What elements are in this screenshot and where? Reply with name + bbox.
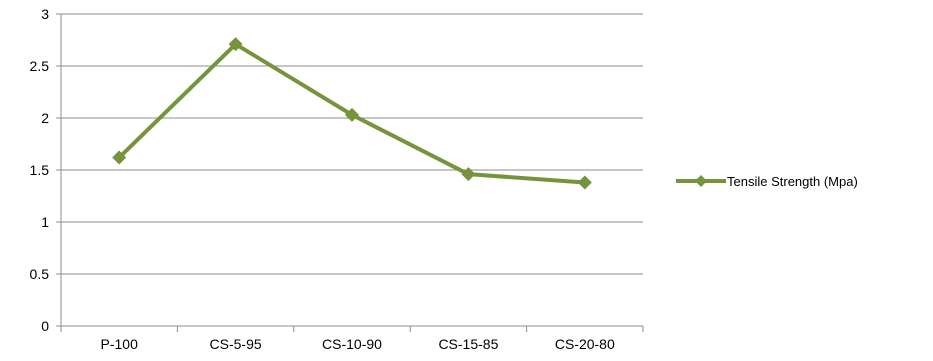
y-tick-labels: 0 0.5 1 1.5 2 2.5 3 [30,6,50,334]
data-point-cs-15-85 [461,167,476,182]
x-tick-label: CS-15-85 [438,336,498,352]
y-tick-label: 1 [41,214,49,230]
x-tick-label: CS-5-95 [210,336,262,352]
legend-label-tensile-strength: Tensile Strength (Mpa) [727,174,858,189]
y-tick-label: 2.5 [30,58,50,74]
y-tick-label: 1.5 [30,162,50,178]
x-tick-labels: P-100 CS-5-95 CS-10-90 CS-15-85 CS-20-80 [101,336,615,352]
y-tick-label: 2 [41,110,49,126]
legend: Tensile Strength (Mpa) [676,174,858,189]
x-tick-label: CS-10-90 [322,336,382,352]
x-tick-label: CS-20-80 [555,336,615,352]
legend-diamond-marker [695,175,707,187]
x-tick-label: P-100 [101,336,139,352]
gridlines [61,13,643,275]
data-point-cs-5-95 [228,37,243,52]
data-point-cs-10-90 [345,107,359,122]
data-point-p-100 [112,150,127,165]
y-tick-label: 3 [41,6,49,22]
y-tick-label: 0 [41,318,49,334]
data-point-cs-20-80 [577,175,592,190]
axes [56,13,644,332]
data-points [112,37,592,190]
y-tick-label: 0.5 [30,266,50,282]
